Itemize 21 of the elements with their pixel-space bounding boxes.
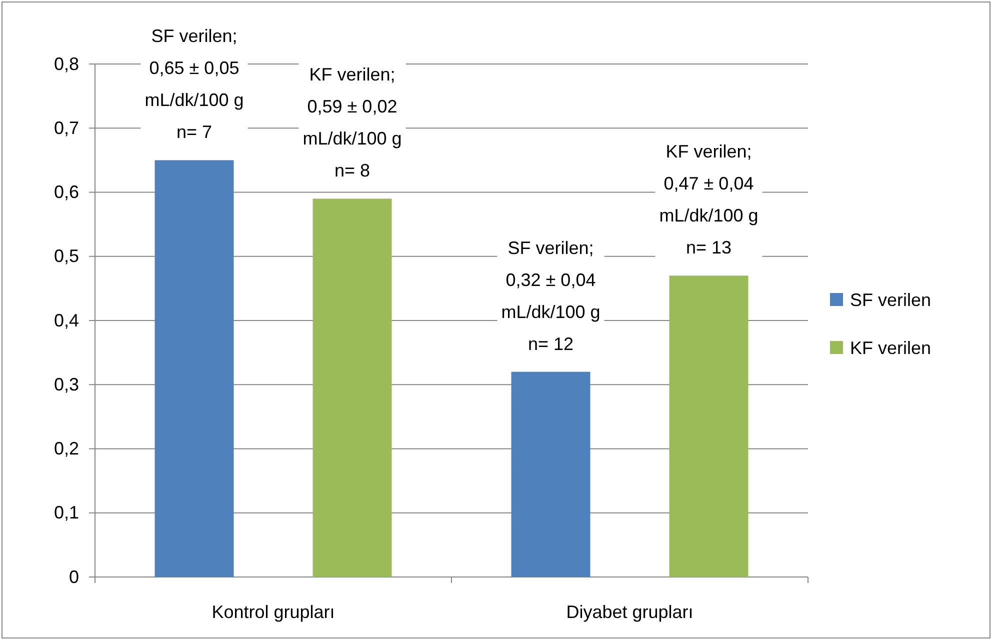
bar <box>312 198 392 577</box>
y-tick-label: 0,4 <box>54 310 79 330</box>
legend-label: SF verilen <box>850 290 932 310</box>
data-label: SF verilen; 0,32 ± 0,04 mL/dk/100 g n= 12 <box>501 238 600 354</box>
y-tick-label: 0,1 <box>54 502 79 523</box>
data-label: SF verilen; 0,65 ± 0,05 mL/dk/100 g n= 7 <box>144 26 244 142</box>
bar <box>511 372 590 577</box>
y-tick-label: 0 <box>68 566 79 587</box>
x-tick-label: Diyabet grupları <box>566 602 694 622</box>
y-tick-label: 0,5 <box>54 246 79 266</box>
data-label: KF verilen; 0,59 ± 0,02 mL/dk/100 g n= 8 <box>302 64 402 181</box>
data-label: KF verilen; 0,47 ± 0,04 mL/dk/100 g n= 13 <box>659 142 758 258</box>
x-tick-label: Kontrol grupları <box>212 602 335 622</box>
legend-label: KF verilen <box>850 338 932 358</box>
y-tick-label: 0,8 <box>54 54 79 74</box>
y-tick-label: 0,7 <box>54 118 79 138</box>
y-tick-label: 0,3 <box>54 374 79 394</box>
y-tick-label: 0,2 <box>54 438 79 459</box>
y-tick-label: 0,6 <box>54 182 79 202</box>
bar <box>669 276 748 577</box>
bar <box>154 160 234 577</box>
